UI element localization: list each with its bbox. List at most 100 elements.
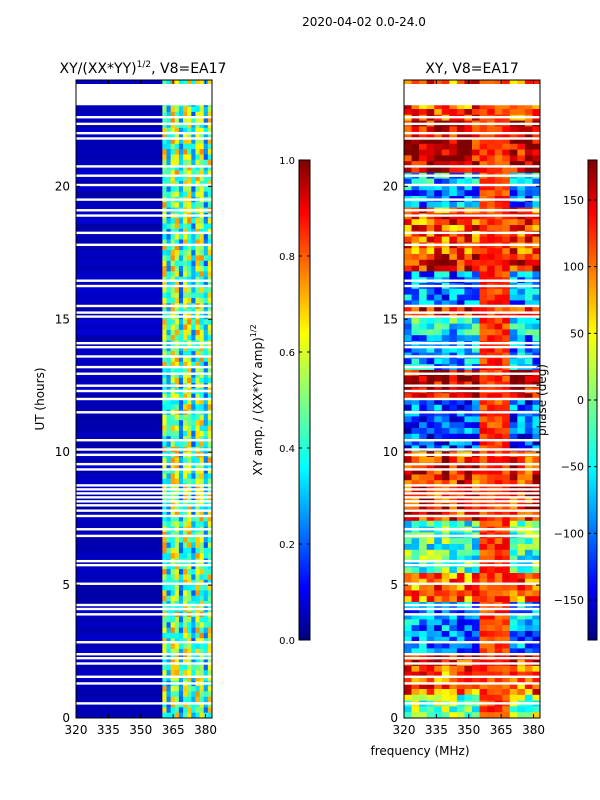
amplitude-cell (207, 569, 212, 575)
amplitude-cell (170, 159, 176, 166)
phase-cell (487, 515, 495, 522)
amplitude-cell (191, 478, 196, 485)
amplitude-cell (203, 260, 209, 267)
amplitude-cell (76, 133, 163, 139)
amplitude-cell (203, 186, 209, 192)
amplitude-cell (199, 165, 205, 171)
phase-cell (509, 80, 518, 87)
amplitude-cell (191, 186, 196, 192)
amplitude-cell (195, 696, 200, 703)
phase-cell (411, 689, 420, 696)
amplitude-cell (199, 643, 205, 650)
flagged-row (404, 496, 540, 499)
phase-cell (479, 236, 488, 243)
phase-cell (411, 480, 420, 487)
amplitude-cell (191, 127, 196, 134)
amplitude-cell (178, 393, 184, 400)
amplitude-cell (76, 234, 163, 240)
phase-cell (479, 631, 488, 638)
amplitude-cell (195, 345, 200, 352)
phase-cell (509, 323, 518, 330)
phase-cell (419, 578, 427, 585)
phase-cell (411, 288, 420, 295)
phase-cell (404, 677, 412, 684)
phase-cell (419, 155, 427, 162)
amplitude-cell (170, 574, 176, 581)
phase-cell (509, 404, 518, 411)
amplitude-cell (183, 260, 188, 267)
amplitude-cell (174, 585, 180, 591)
phase-cell (449, 393, 458, 400)
phase-cell (411, 694, 420, 701)
phase-cell (524, 491, 533, 498)
phase-cell (532, 555, 540, 562)
amplitude-cell (174, 159, 180, 166)
phase-cell (456, 515, 465, 522)
amplitude-cell (166, 292, 171, 299)
phase-cell (434, 520, 443, 527)
phase-cell (509, 254, 518, 261)
phase-cell (517, 544, 526, 551)
y-tick-label: 0 (390, 711, 398, 725)
amplitude-cell (170, 186, 176, 192)
phase-cell (509, 294, 518, 301)
amplitude-cell (162, 329, 167, 336)
amplitude-cell (203, 266, 209, 272)
amplitude-cell (203, 377, 209, 384)
phase-cell (411, 590, 420, 597)
amplitude-cell (170, 707, 176, 713)
phase-cell (456, 422, 465, 429)
amplitude-cell (191, 266, 196, 272)
phase-cell (472, 312, 480, 319)
phase-cell (426, 625, 435, 632)
phase-cell (419, 636, 427, 643)
phase-cell (464, 143, 473, 150)
amplitude-cell (195, 563, 200, 570)
flagged-row (76, 641, 212, 644)
amplitude-cell (178, 159, 184, 166)
amplitude-cell (191, 80, 196, 86)
amplitude-cell (76, 250, 163, 256)
phase-cell (509, 399, 518, 406)
phase-cell (464, 689, 473, 696)
phase-cell (441, 491, 450, 498)
phase-cell (487, 416, 495, 423)
phase-cell (472, 439, 480, 446)
phase-cell (404, 462, 412, 469)
phase-cell (419, 103, 427, 110)
phase-cell (434, 619, 443, 626)
colorbar-tick-label: 100 (563, 261, 584, 274)
y-tick-label: 20 (383, 179, 398, 193)
amplitude-cell (203, 664, 209, 671)
phase-cell (464, 312, 473, 319)
amplitude-cell (187, 186, 192, 192)
phase-cell (449, 103, 458, 110)
amplitude-cell (187, 547, 192, 554)
phase-cell (411, 259, 420, 266)
amplitude-cell (166, 266, 171, 272)
amplitude-cell (170, 234, 176, 240)
amplitude-cell (183, 367, 188, 373)
amplitude-cell (195, 712, 200, 718)
amplitude-cell (199, 425, 205, 432)
phase-cell (524, 416, 533, 423)
phase-cell (502, 103, 511, 110)
phase-cell (532, 549, 540, 556)
phase-cell (487, 428, 495, 435)
amplitude-cell (174, 399, 180, 405)
amplitude-cell (76, 367, 163, 373)
amplitude-cell (76, 345, 163, 352)
phase-cell (449, 254, 458, 261)
phase-cell (517, 607, 526, 614)
phase-cell (502, 300, 511, 307)
amplitude-cell (187, 462, 192, 469)
amplitude-cell (178, 441, 184, 448)
phase-cell (426, 677, 435, 684)
amplitude-cell (170, 239, 176, 246)
amplitude-cell (183, 441, 188, 448)
amplitude-cell (195, 106, 200, 113)
amplitude-cell (207, 457, 212, 464)
amplitude-cell (207, 361, 212, 368)
amplitude-cell (203, 632, 209, 639)
phase-cell (411, 631, 420, 638)
